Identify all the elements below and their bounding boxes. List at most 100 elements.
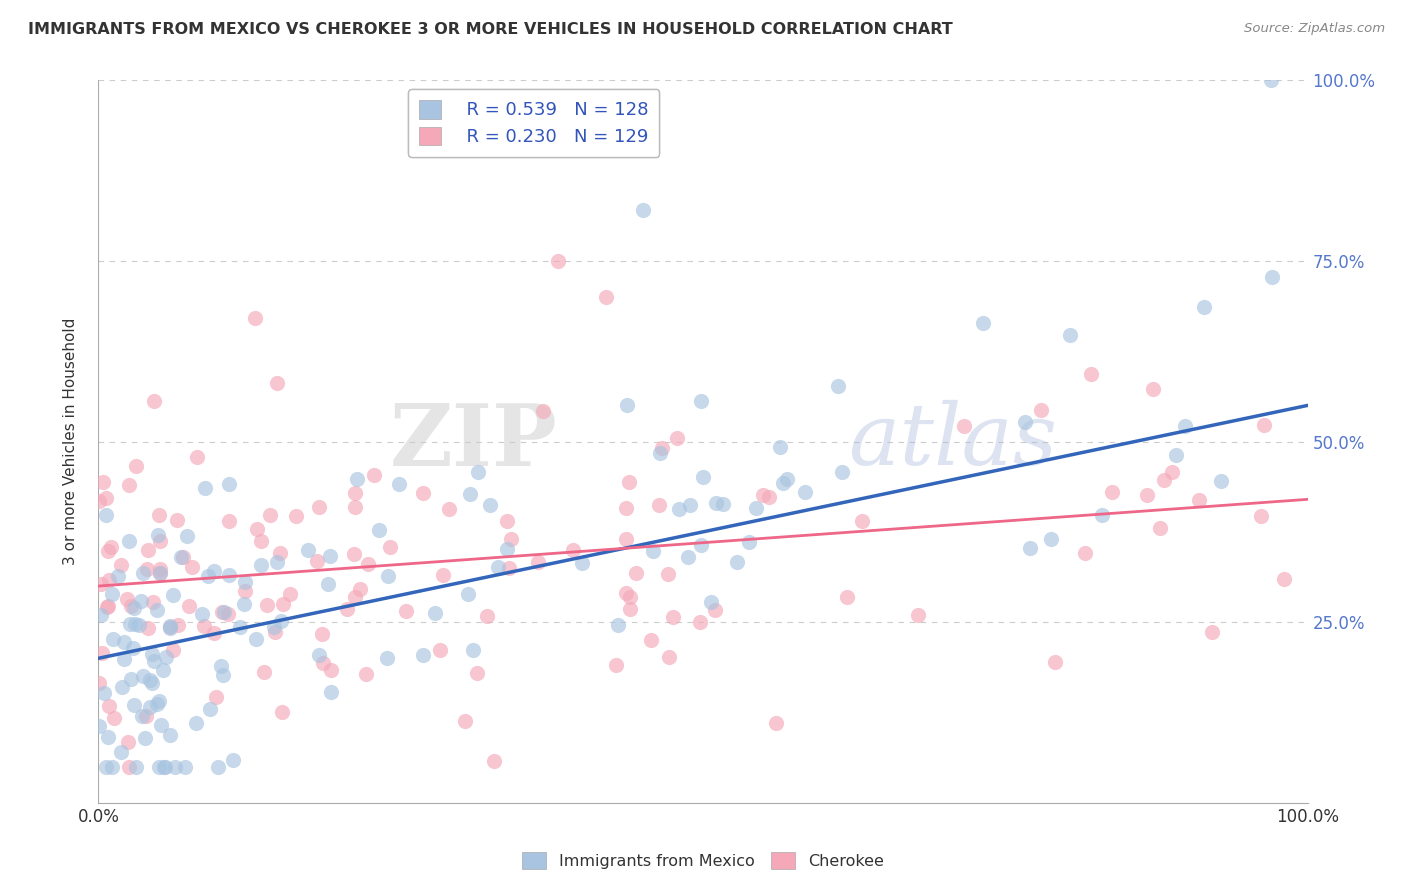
Point <box>425 606 447 620</box>
Point <box>412 486 434 500</box>
Point <box>271 597 294 611</box>
Point <box>662 609 685 624</box>
Point <box>308 648 330 662</box>
Point <box>1174 418 1197 433</box>
Point <box>794 485 817 500</box>
Point <box>851 514 873 528</box>
Point <box>457 587 479 601</box>
Point <box>486 560 509 574</box>
Point <box>139 673 162 688</box>
Point <box>198 702 221 716</box>
Point <box>112 652 135 666</box>
Point <box>395 604 418 618</box>
Point <box>91 646 114 660</box>
Point <box>134 731 156 746</box>
Point <box>482 754 505 768</box>
Point <box>96 544 118 558</box>
Point <box>1059 328 1081 343</box>
Point <box>388 476 411 491</box>
Point <box>738 535 761 549</box>
Point <box>624 566 647 580</box>
Point <box>243 311 266 326</box>
Point <box>145 697 167 711</box>
Point <box>311 627 333 641</box>
Point <box>211 667 233 681</box>
Point <box>769 440 792 454</box>
Point <box>595 290 617 304</box>
Point <box>527 556 550 570</box>
Point <box>531 403 554 417</box>
Point <box>202 564 225 578</box>
Point <box>1142 382 1164 396</box>
Point <box>614 501 637 516</box>
Point <box>700 595 723 609</box>
Point <box>725 555 748 569</box>
Point <box>319 684 342 698</box>
Point <box>142 595 165 609</box>
Point <box>176 529 198 543</box>
Point <box>1253 418 1275 433</box>
Point <box>1261 269 1284 284</box>
Point <box>207 760 229 774</box>
Point <box>453 714 475 728</box>
Point <box>152 663 174 677</box>
Point <box>319 549 342 563</box>
Point <box>141 676 163 690</box>
Point <box>118 760 141 774</box>
Point <box>614 532 637 546</box>
Point <box>155 649 177 664</box>
Point <box>132 668 155 682</box>
Point <box>145 603 167 617</box>
Point <box>90 577 112 591</box>
Point <box>152 760 174 774</box>
Point <box>111 680 134 694</box>
Point <box>605 658 627 673</box>
Point <box>432 568 454 582</box>
Point <box>689 393 711 408</box>
Point <box>250 534 273 549</box>
Point <box>202 626 225 640</box>
Point <box>668 502 690 516</box>
Point <box>375 651 398 665</box>
Point <box>651 441 673 455</box>
Point <box>172 549 194 564</box>
Point <box>477 609 499 624</box>
Legend: Immigrants from Mexico, Cherokee: Immigrants from Mexico, Cherokee <box>516 846 890 875</box>
Point <box>115 591 138 606</box>
Point <box>1080 367 1102 381</box>
Point <box>149 562 172 576</box>
Point <box>87 719 110 733</box>
Point <box>658 650 681 665</box>
Point <box>1073 546 1095 560</box>
Point <box>751 488 773 502</box>
Point <box>103 711 125 725</box>
Point <box>212 605 235 619</box>
Point <box>245 632 267 646</box>
Point <box>499 532 522 546</box>
Point <box>159 620 181 634</box>
Point <box>614 586 637 600</box>
Point <box>1209 474 1232 488</box>
Point <box>377 569 399 583</box>
Point <box>122 698 145 712</box>
Point <box>343 500 366 514</box>
Point <box>91 475 114 489</box>
Point <box>827 379 849 393</box>
Point <box>571 557 593 571</box>
Point <box>657 567 679 582</box>
Point <box>218 514 240 528</box>
Point <box>263 620 285 634</box>
Point <box>97 574 120 588</box>
Point <box>148 760 170 774</box>
Point <box>349 582 371 596</box>
Point <box>110 558 132 573</box>
Point <box>250 558 273 572</box>
Point <box>117 478 139 492</box>
Point <box>159 728 181 742</box>
Point <box>253 665 276 679</box>
Point <box>246 522 269 536</box>
Point <box>93 685 115 699</box>
Y-axis label: 3 or more Vehicles in Household: 3 or more Vehicles in Household <box>63 318 77 566</box>
Point <box>1039 533 1062 547</box>
Point <box>1161 465 1184 479</box>
